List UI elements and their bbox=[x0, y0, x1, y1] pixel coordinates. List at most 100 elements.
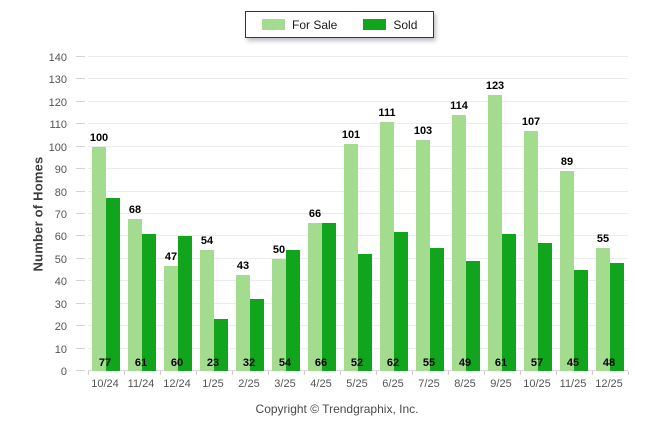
x-tick-label: 7/25 bbox=[418, 378, 440, 390]
x-tick-mark bbox=[376, 371, 377, 375]
y-tick-mark bbox=[76, 325, 85, 327]
bar-group: 100 77 10/24 bbox=[88, 57, 124, 390]
bar-group: 50 54 3/25 bbox=[268, 57, 304, 390]
bar-for-sale bbox=[560, 171, 574, 371]
x-tick-label: 9/25 bbox=[490, 378, 512, 390]
sold-swatch-icon bbox=[363, 19, 387, 30]
x-tick-mark bbox=[556, 371, 557, 375]
y-tick-mark bbox=[76, 190, 85, 192]
bar-for-sale bbox=[128, 218, 142, 371]
y-tick-label: 10 bbox=[54, 343, 67, 356]
x-tick-mark bbox=[412, 371, 413, 375]
y-tick-label: 50 bbox=[54, 253, 67, 266]
bar-for-sale bbox=[92, 146, 106, 371]
x-tick-label: 11/24 bbox=[127, 378, 155, 390]
y-tick-label: 30 bbox=[54, 298, 67, 311]
x-tick-mark bbox=[520, 371, 521, 375]
for-sale-swatch-icon bbox=[262, 19, 285, 30]
y-tick-mark bbox=[76, 56, 85, 57]
sold-value-label: 55 bbox=[422, 357, 436, 369]
y-axis: 0 10 20 30 40 50 60 70 80 90 100 110 120 130 140 bbox=[0, 52, 88, 378]
bar-group: 43 32 2/25 bbox=[232, 57, 268, 390]
x-tick-label: 3/25 bbox=[274, 378, 296, 390]
for-sale-value-label: 101 bbox=[341, 129, 361, 142]
for-sale-value-label: 100 bbox=[89, 131, 109, 144]
x-tick-mark bbox=[88, 371, 89, 375]
sold-value-label: 32 bbox=[242, 357, 256, 369]
plot-area: 100 77 10/24 68 61 11/24 47 60 12/24 54 23 1/25 43 32… bbox=[88, 56, 629, 390]
sold-value-label: 61 bbox=[134, 357, 148, 369]
for-sale-value-label: 68 bbox=[128, 203, 142, 216]
bar-sold bbox=[214, 319, 228, 371]
sold-value-label: 48 bbox=[602, 357, 616, 369]
bar-for-sale bbox=[272, 258, 286, 371]
for-sale-value-label: 111 bbox=[378, 107, 396, 120]
gridline bbox=[88, 213, 628, 214]
y-tick-label: 80 bbox=[54, 186, 67, 199]
y-tick-mark bbox=[76, 257, 85, 259]
y-tick-label: 100 bbox=[48, 141, 67, 154]
y-tick-mark bbox=[76, 302, 85, 304]
bar-group: 103 55 7/25 bbox=[412, 57, 448, 390]
x-tick-mark bbox=[196, 371, 197, 375]
bar-sold bbox=[394, 231, 408, 371]
bar-sold bbox=[286, 249, 300, 371]
for-sale-value-label: 47 bbox=[164, 250, 178, 263]
x-tick-label: 11/25 bbox=[559, 378, 587, 390]
bar-group: 107 57 10/25 bbox=[520, 57, 556, 390]
sold-value-label: 66 bbox=[314, 357, 328, 369]
x-tick-label: 12/25 bbox=[595, 378, 623, 390]
x-tick-label: 10/24 bbox=[91, 378, 119, 390]
legend-label-for-sale: For Sale bbox=[292, 17, 338, 32]
y-tick-label: 70 bbox=[54, 209, 67, 221]
x-tick-label: 12/24 bbox=[163, 378, 191, 390]
x-tick-label: 4/25 bbox=[310, 378, 332, 390]
gridline bbox=[88, 100, 628, 102]
y-tick-label: 110 bbox=[49, 119, 67, 132]
sold-value-label: 62 bbox=[386, 357, 400, 369]
sold-value-label: 23 bbox=[206, 357, 220, 369]
gridline bbox=[88, 235, 628, 237]
x-tick-label: 6/25 bbox=[382, 378, 404, 390]
y-tick-mark bbox=[76, 347, 85, 349]
x-tick-mark bbox=[628, 371, 629, 375]
x-tick-mark bbox=[160, 371, 161, 375]
y-tick-label: 130 bbox=[48, 74, 67, 87]
x-tick-mark bbox=[232, 371, 233, 375]
sold-value-label: 77 bbox=[98, 357, 112, 369]
y-tick-label: 90 bbox=[54, 164, 67, 177]
bar-group: 89 45 11/25 bbox=[556, 57, 592, 390]
bar-group: 54 23 1/25 bbox=[196, 57, 232, 390]
copyright-text: Copyright © Trendgraphix, Inc. bbox=[255, 402, 419, 416]
bar-sold bbox=[106, 198, 120, 371]
gridline bbox=[88, 78, 628, 80]
bar-group: 123 61 9/25 bbox=[484, 57, 520, 390]
x-tick-mark bbox=[592, 371, 593, 375]
sold-value-label: 52 bbox=[350, 357, 364, 369]
bar-sold bbox=[502, 234, 516, 371]
bar-sold bbox=[358, 254, 372, 371]
y-tick-label: 0 bbox=[60, 366, 67, 378]
y-tick-mark bbox=[76, 168, 85, 170]
bar-group: 114 49 8/25 bbox=[448, 57, 484, 390]
bar-sold bbox=[142, 234, 156, 371]
for-sale-value-label: 50 bbox=[272, 243, 286, 256]
for-sale-value-label: 66 bbox=[308, 207, 322, 220]
bar-for-sale bbox=[164, 265, 178, 371]
x-tick-label: 5/25 bbox=[346, 378, 368, 390]
bar-sold bbox=[538, 243, 552, 371]
sold-value-label: 54 bbox=[278, 357, 292, 369]
x-tick-label: 8/25 bbox=[454, 378, 476, 390]
bar-for-sale bbox=[236, 274, 250, 371]
for-sale-value-label: 43 bbox=[236, 259, 250, 272]
gridline bbox=[88, 56, 628, 57]
for-sale-value-label: 114 bbox=[450, 100, 468, 113]
sold-value-label: 45 bbox=[566, 357, 580, 369]
bar-for-sale bbox=[308, 222, 322, 371]
legend-label-sold: Sold bbox=[393, 17, 418, 32]
legend-item-for-sale: For Sale bbox=[262, 18, 337, 32]
for-sale-value-label: 103 bbox=[413, 125, 433, 137]
bar-for-sale bbox=[200, 249, 214, 371]
y-tick-mark bbox=[76, 213, 85, 214]
